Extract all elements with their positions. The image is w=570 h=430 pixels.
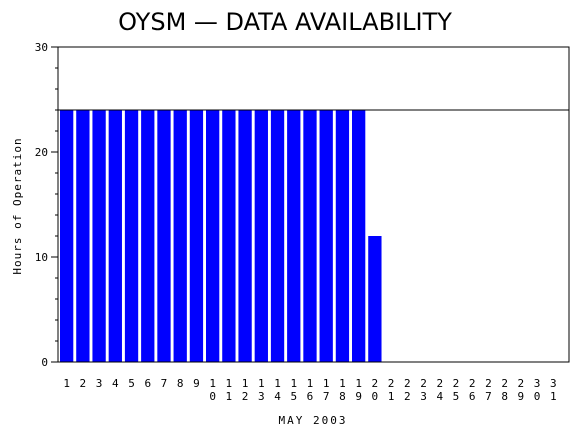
x-tick-label: 6: [144, 377, 151, 390]
x-tick-label: 5: [290, 390, 297, 403]
x-tick-label: 4: [436, 390, 443, 403]
x-tick-label: 7: [161, 377, 168, 390]
x-tick-label: 6: [469, 390, 476, 403]
x-tick-label: 1: [226, 390, 233, 403]
x-tick-label: 5: [128, 377, 135, 390]
y-tick-label: 20: [35, 146, 48, 159]
x-tick-label: 2: [242, 390, 249, 403]
x-tick-label: 2: [372, 377, 379, 390]
x-tick-label: 5: [453, 390, 460, 403]
x-tick-label: 1: [307, 377, 314, 390]
x-tick-label: 1: [550, 390, 557, 403]
bar: [157, 110, 171, 362]
x-tick-label: 1: [209, 377, 216, 390]
y-tick-label: 30: [35, 41, 48, 54]
x-tick-label: 1: [63, 377, 70, 390]
x-tick-label: 6: [307, 390, 314, 403]
x-tick-label: 2: [436, 377, 443, 390]
x-tick-label: 2: [485, 377, 492, 390]
chart-title: OYSM — DATA AVAILABILITY: [118, 8, 452, 36]
bar: [124, 110, 139, 362]
x-tick-label: 2: [453, 377, 460, 390]
x-tick-label: 1: [339, 377, 346, 390]
x-tick-label: 1: [226, 377, 233, 390]
bar: [287, 110, 301, 362]
bar: [206, 110, 220, 362]
x-tick-label: 1: [258, 377, 265, 390]
bar: [254, 110, 268, 362]
bar: [238, 110, 252, 362]
x-tick-label: 0: [372, 390, 379, 403]
x-tick-label: 7: [485, 390, 492, 403]
x-tick-label: 4: [274, 390, 281, 403]
bar: [222, 110, 236, 362]
x-tick-label: 2: [469, 377, 476, 390]
x-tick-label: 2: [80, 377, 87, 390]
bar: [60, 110, 74, 362]
x-tick-label: 1: [242, 377, 249, 390]
x-tick-label: 3: [550, 377, 557, 390]
bar: [270, 110, 285, 362]
bar: [92, 110, 106, 362]
bar: [319, 110, 333, 362]
x-tick-label: 9: [355, 390, 362, 403]
x-tick-label: 1: [290, 377, 297, 390]
y-tick-label: 0: [41, 356, 48, 369]
bar: [173, 110, 187, 362]
x-tick-label: 4: [112, 377, 119, 390]
x-tick-label: 8: [339, 390, 346, 403]
bar: [368, 236, 382, 362]
bar: [76, 110, 90, 362]
x-tick-label: 2: [388, 377, 395, 390]
x-tick-label: 8: [177, 377, 184, 390]
x-tick-label: 0: [534, 390, 541, 403]
bar: [352, 110, 366, 362]
x-tick-label: 1: [323, 377, 330, 390]
x-tick-label: 7: [323, 390, 330, 403]
plot-frame: [57, 46, 570, 363]
x-tick-label: 2: [501, 377, 508, 390]
x-tick-label: 0: [209, 390, 216, 403]
x-tick-label: 3: [96, 377, 103, 390]
x-tick-label: 9: [193, 377, 200, 390]
x-tick-label: 8: [501, 390, 508, 403]
x-tick-label: 1: [355, 377, 362, 390]
bar: [108, 110, 122, 362]
x-tick-label: 3: [258, 390, 265, 403]
x-tick-label: 2: [518, 377, 525, 390]
bar: [303, 110, 317, 362]
bar: [335, 110, 350, 362]
y-tick-label: 10: [35, 251, 48, 264]
bar: [189, 110, 204, 362]
x-tick-label: 9: [518, 390, 525, 403]
x-tick-label: 3: [534, 377, 541, 390]
y-axis-label: Hours of Operation: [11, 137, 24, 274]
bar: [141, 110, 155, 362]
x-axis-label: MAY 2003: [279, 414, 348, 427]
x-tick-label: 2: [420, 377, 427, 390]
x-tick-label: 3: [420, 390, 427, 403]
x-tick-label: 1: [388, 390, 395, 403]
x-tick-label: 2: [404, 377, 411, 390]
x-tick-label: 2: [404, 390, 411, 403]
x-tick-label: 1: [274, 377, 281, 390]
